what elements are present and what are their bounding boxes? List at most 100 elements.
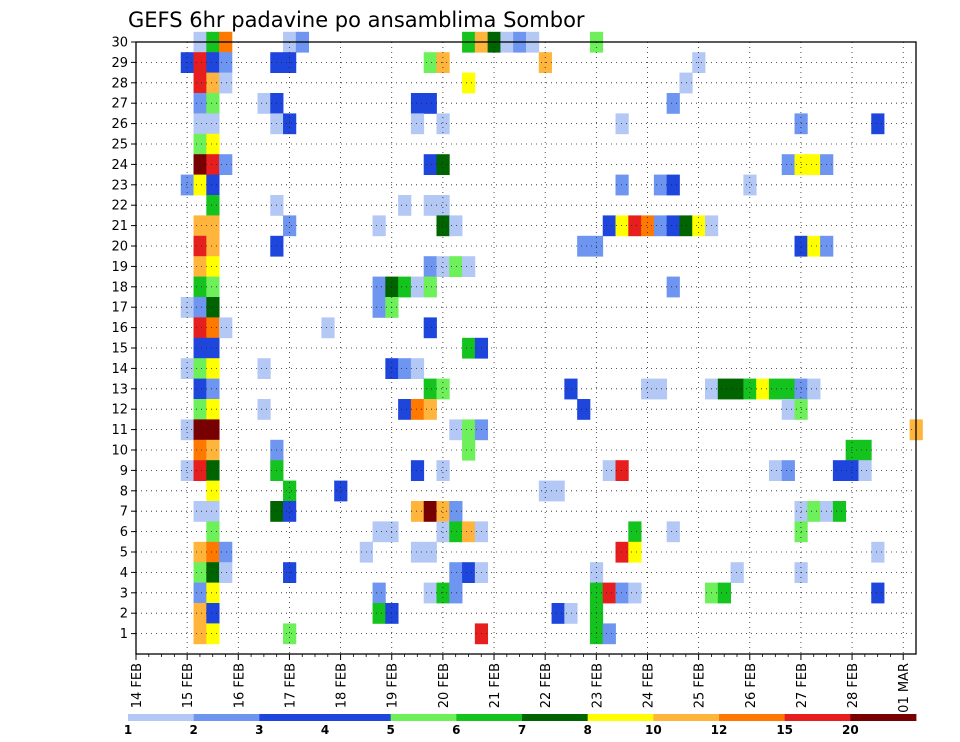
precip-cell xyxy=(257,93,271,114)
precip-cell xyxy=(219,562,233,583)
precip-cell xyxy=(423,276,437,298)
precip-cell xyxy=(193,154,207,175)
precip-cell xyxy=(206,93,220,114)
x-tick-label: 24 FEB xyxy=(641,663,656,708)
y-tick-label: 30 xyxy=(111,36,128,51)
precip-cell xyxy=(423,93,437,114)
precip-cell xyxy=(449,521,463,543)
precip-cell xyxy=(462,439,476,461)
precip-cell xyxy=(180,419,194,441)
legend-swatch xyxy=(193,714,260,721)
y-tick-label: 11 xyxy=(111,423,128,438)
y-tick-label: 9 xyxy=(120,464,128,479)
precip-cell xyxy=(436,460,450,481)
precip-cell xyxy=(193,623,207,645)
precip-cell xyxy=(653,215,668,237)
precip-cell xyxy=(219,154,233,175)
legend-label: 4 xyxy=(321,723,329,737)
legend-swatch xyxy=(522,714,589,721)
precip-cell xyxy=(410,399,425,420)
y-tick-label: 4 xyxy=(120,566,128,581)
precip-cell xyxy=(193,276,207,298)
precip-cell xyxy=(372,215,386,237)
legend-swatch xyxy=(653,714,720,721)
legend-swatch xyxy=(390,714,457,721)
precip-cell xyxy=(832,501,847,522)
precip-cell xyxy=(602,582,616,604)
precip-cell xyxy=(666,276,680,298)
precip-cell xyxy=(398,276,412,298)
precip-cell xyxy=(193,317,207,339)
precip-cell xyxy=(398,358,412,379)
precip-cell xyxy=(641,378,655,400)
precip-cell xyxy=(423,378,437,400)
legend-swatch xyxy=(850,714,917,721)
precip-cell xyxy=(628,541,642,563)
precip-cell xyxy=(193,174,207,196)
precip-cell xyxy=(372,521,386,543)
precip-cell xyxy=(206,133,220,155)
precip-cell xyxy=(743,378,757,400)
precip-cell xyxy=(436,195,450,216)
precip-cell xyxy=(410,113,425,135)
precip-cell xyxy=(768,378,783,400)
legend-label: 3 xyxy=(255,723,263,737)
legend-label: 12 xyxy=(711,723,728,737)
precip-cell xyxy=(666,215,680,237)
y-tick-label: 16 xyxy=(111,321,128,336)
precip-cell xyxy=(538,480,552,502)
legend-label: 15 xyxy=(776,723,793,737)
precip-cell xyxy=(730,378,744,400)
precip-cell xyxy=(206,72,220,94)
precip-cell xyxy=(423,501,437,522)
precip-cell xyxy=(449,501,463,522)
precip-cell xyxy=(449,215,463,237)
legend-colorbar: 1 2 3 4 5 6 7 8 10 12 15 20 xyxy=(124,714,917,737)
legend-label: 6 xyxy=(452,723,460,737)
x-tick-label: 22 FEB xyxy=(539,663,554,708)
precip-cell xyxy=(462,256,476,277)
precip-cell xyxy=(807,501,821,522)
legend-label: 8 xyxy=(583,723,591,737)
y-tick-label: 3 xyxy=(120,586,128,601)
y-tick-label: 18 xyxy=(111,280,128,295)
precip-cell xyxy=(462,562,476,583)
y-tick-label: 17 xyxy=(111,301,128,316)
y-tick-label: 7 xyxy=(120,505,128,520)
x-tick-label: 18 FEB xyxy=(335,663,350,708)
precip-cell xyxy=(180,358,194,379)
y-tick-label: 1 xyxy=(120,627,128,642)
precip-cell xyxy=(206,235,220,257)
precip-cell xyxy=(641,215,655,237)
x-tick-label: 19 FEB xyxy=(386,663,401,708)
precip-cell xyxy=(436,501,450,522)
precip-cell xyxy=(219,52,233,73)
precip-cell xyxy=(832,460,847,481)
legend-swatch xyxy=(259,714,326,721)
precip-cell xyxy=(206,113,220,135)
precip-cell xyxy=(871,541,885,563)
y-tick-label: 28 xyxy=(111,76,128,91)
precip-cell xyxy=(628,582,642,604)
precip-cell xyxy=(423,154,437,175)
precip-cell xyxy=(449,562,463,583)
precip-cell xyxy=(206,276,220,298)
precip-cell xyxy=(206,582,220,604)
precip-cell xyxy=(206,256,220,277)
precip-cell xyxy=(423,256,437,277)
precip-cell xyxy=(180,460,194,481)
y-axis-member-ticks: 1234567891011121314151617181920212223242… xyxy=(111,36,136,642)
precip-cell xyxy=(871,113,885,135)
precip-cell xyxy=(206,541,220,563)
precip-cell xyxy=(410,276,425,298)
precip-cell xyxy=(180,174,194,196)
precip-cell xyxy=(871,582,885,604)
chart-title: GEFS 6hr padavine po ansamblima Sombor xyxy=(128,8,585,32)
precip-cell xyxy=(845,460,859,481)
precip-cell xyxy=(206,419,220,441)
precip-cell xyxy=(602,215,616,237)
precip-cell xyxy=(283,623,297,645)
precip-cell xyxy=(372,297,386,318)
precip-cell xyxy=(615,541,629,563)
precip-cell xyxy=(206,52,220,73)
